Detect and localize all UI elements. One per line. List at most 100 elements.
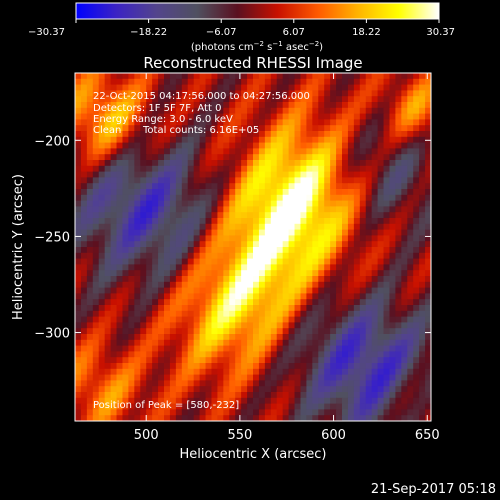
heatmap-cell <box>353 107 361 115</box>
heatmap-cell <box>270 73 278 80</box>
heatmap-cell <box>306 252 313 260</box>
heatmap-cell <box>342 386 349 393</box>
heatmap-cell <box>324 409 331 416</box>
heatmap-cell <box>407 392 414 399</box>
heatmap-cell <box>300 293 307 300</box>
heatmap-cell <box>336 276 343 283</box>
heatmap-cell <box>193 212 201 219</box>
heatmap-cell <box>116 287 124 294</box>
heatmap-cell <box>211 171 218 178</box>
heatmap-cell <box>342 287 349 294</box>
heatmap-cell <box>146 299 153 306</box>
heatmap-cell <box>312 374 319 381</box>
heatmap-cell <box>80 229 88 236</box>
heatmap-cell <box>264 131 272 138</box>
heatmap-cell <box>193 189 201 196</box>
heatmap-cell <box>140 229 147 236</box>
heatmap-cell <box>193 229 201 236</box>
heatmap-cell <box>318 316 325 323</box>
heatmap-cell <box>223 229 230 236</box>
heatmap-cell <box>128 90 135 97</box>
heatmap-cell <box>318 409 325 416</box>
heatmap-cell <box>104 351 112 358</box>
heatmap-cell <box>134 397 141 405</box>
y-axis-tick-labels: −200−250−300 <box>34 134 70 341</box>
heatmap-cell <box>205 84 213 91</box>
heatmap-cell <box>425 148 431 155</box>
heatmap-cell <box>389 102 396 109</box>
heatmap-cell <box>75 160 82 167</box>
heatmap-cell <box>205 276 213 283</box>
heatmap-cell <box>134 334 141 341</box>
heatmap-cell <box>395 189 402 196</box>
heatmap-cell <box>152 136 159 144</box>
heatmap-cell <box>187 148 195 155</box>
heatmap-cell <box>80 345 88 352</box>
heatmap-cell <box>377 189 385 196</box>
heatmap-cell <box>377 293 385 300</box>
heatmap-cell <box>312 264 319 271</box>
heatmap-cell <box>353 148 361 155</box>
heatmap-cell <box>425 363 431 370</box>
heatmap-cell <box>140 345 147 352</box>
heatmap-cell <box>86 357 94 364</box>
heatmap-cell <box>342 247 349 254</box>
heatmap-cell <box>80 363 88 370</box>
heatmap-cell <box>258 247 266 254</box>
heatmap-cell <box>347 90 355 97</box>
heatmap-cell <box>359 368 367 376</box>
heatmap-cell <box>80 177 88 184</box>
heatmap-cell <box>116 200 124 207</box>
heatmap-cell <box>253 368 260 376</box>
heatmap-cell <box>241 363 248 370</box>
heatmap-cell <box>312 357 319 364</box>
heatmap-cell <box>175 276 183 283</box>
heatmap-cell <box>86 148 94 155</box>
heatmap-cell <box>134 299 141 306</box>
heatmap-cell <box>330 102 337 109</box>
heatmap-cell <box>324 142 331 149</box>
heatmap-cell <box>181 258 189 265</box>
heatmap-cell <box>86 136 94 144</box>
heatmap-cell <box>158 218 165 225</box>
heatmap-cell <box>122 409 129 416</box>
heatmap-cell <box>116 328 124 335</box>
heatmap-cell <box>353 368 361 376</box>
heatmap-cell <box>187 160 195 167</box>
heatmap-cell <box>270 281 278 289</box>
heatmap-cell <box>371 305 379 312</box>
heatmap-cell <box>300 258 307 265</box>
heatmap-cell <box>211 107 218 115</box>
heatmap-cell <box>395 305 402 312</box>
heatmap-cell <box>217 171 224 178</box>
heatmap-cell <box>282 386 290 393</box>
heatmap-cell <box>324 351 331 358</box>
heatmap-cell <box>169 113 177 120</box>
heatmap-cell <box>122 194 129 202</box>
heatmap-cell <box>92 357 100 364</box>
heatmap-cell <box>241 96 248 103</box>
heatmap-cell <box>282 154 290 161</box>
heatmap-cell <box>258 183 266 190</box>
heatmap-cell <box>270 84 278 91</box>
heatmap-cell <box>365 107 373 115</box>
heatmap-cell <box>134 374 141 381</box>
heatmap-cell <box>425 368 431 376</box>
heatmap-cell <box>353 102 361 109</box>
heatmap-cell <box>181 287 189 294</box>
heatmap-cell <box>377 125 385 132</box>
colorbar-tick-label: 6.07 <box>283 27 305 38</box>
heatmap-cell <box>371 409 379 416</box>
heatmap-cell <box>140 247 147 254</box>
heatmap-cell <box>359 189 367 196</box>
heatmap-cell <box>158 165 165 173</box>
heatmap-cell <box>419 293 426 300</box>
heatmap-cell <box>282 102 290 109</box>
heatmap-cell <box>75 264 82 271</box>
heatmap-cell <box>353 270 361 277</box>
heatmap-cell <box>164 270 171 277</box>
heatmap-cell <box>413 322 420 329</box>
heatmap-cell <box>122 299 129 306</box>
heatmap-cell <box>187 293 195 300</box>
heatmap-cell <box>158 154 165 161</box>
